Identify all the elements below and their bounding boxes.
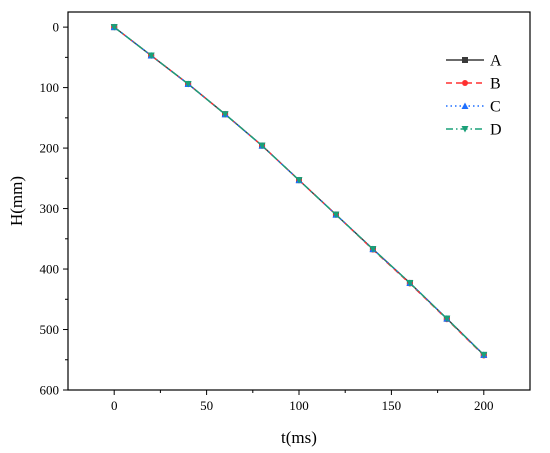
data-point-D bbox=[295, 177, 303, 184]
series-layer bbox=[110, 23, 488, 359]
data-point-D bbox=[258, 142, 266, 150]
data-point-D bbox=[332, 211, 340, 219]
legend-label-B: B bbox=[490, 76, 501, 93]
legend-item-D: D bbox=[446, 122, 502, 139]
y-tick-label: 400 bbox=[40, 262, 60, 277]
data-point-D bbox=[369, 246, 377, 253]
data-point-D bbox=[184, 80, 192, 88]
data-point-D bbox=[406, 279, 414, 287]
y-tick-label: 200 bbox=[40, 141, 60, 156]
legend-label-A: A bbox=[490, 53, 502, 70]
y-tick-label: 0 bbox=[53, 20, 60, 35]
series-line-D bbox=[113, 26, 485, 356]
series-A bbox=[111, 24, 487, 358]
legend-item-A: A bbox=[446, 53, 502, 70]
series-line-C bbox=[113, 26, 485, 356]
legend-marker-D bbox=[461, 126, 469, 133]
x-axis-label: t(ms) bbox=[281, 428, 317, 447]
series-D bbox=[110, 24, 488, 359]
legend-item-C: C bbox=[446, 99, 501, 116]
series-line-B bbox=[113, 26, 485, 357]
data-point-D bbox=[480, 351, 488, 359]
x-tick-label: 50 bbox=[200, 398, 213, 413]
legend-marker-A bbox=[462, 57, 468, 63]
axes-layer: 0 50 100 150 200 0 100 200 300 400 500 600 bbox=[40, 11, 531, 413]
y-axis-label: H(mm) bbox=[7, 176, 26, 226]
data-point-D bbox=[221, 111, 229, 118]
y-tick-label: 600 bbox=[40, 383, 60, 398]
series-B bbox=[111, 24, 487, 359]
data-point-D bbox=[443, 315, 451, 323]
x-tick-label: 0 bbox=[111, 398, 118, 413]
y-tick-label: 500 bbox=[40, 322, 60, 337]
series-line-A bbox=[113, 26, 485, 356]
x-tick-label: 150 bbox=[382, 398, 402, 413]
y-tick-label: 100 bbox=[40, 80, 60, 95]
series-C bbox=[110, 23, 488, 358]
data-point-D bbox=[110, 24, 118, 31]
legend-marker-B bbox=[462, 80, 468, 86]
legend-label-D: D bbox=[490, 122, 502, 139]
x-tick-label: 200 bbox=[474, 398, 494, 413]
legend-label-C: C bbox=[490, 99, 501, 116]
data-point-D bbox=[147, 52, 155, 60]
legend-marker-C bbox=[461, 102, 469, 109]
y-tick-label: 300 bbox=[40, 201, 60, 216]
legend-item-B: B bbox=[446, 76, 501, 93]
x-tick-label: 100 bbox=[289, 398, 309, 413]
